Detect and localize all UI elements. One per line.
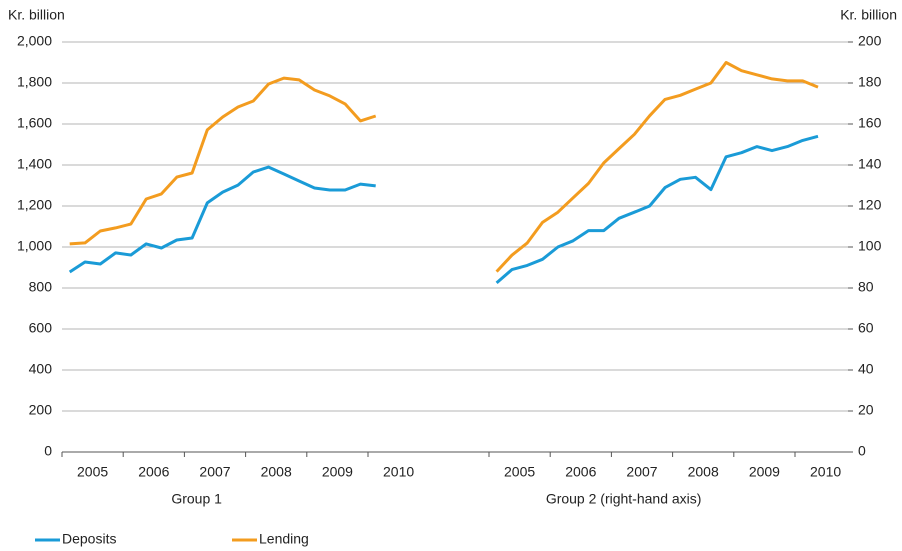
- series-line: [495, 134, 819, 285]
- y2-tick-label: 160: [858, 115, 882, 131]
- x-tick-label: 2010: [383, 464, 414, 480]
- y2-tick-label: 60: [858, 320, 874, 336]
- y2-tick-label: 200: [858, 33, 882, 49]
- y2-tick-label: 180: [858, 74, 882, 90]
- y-tick-label: 800: [29, 279, 53, 295]
- y2-axis-label: Kr. billion: [840, 7, 897, 23]
- series-line: [495, 61, 819, 273]
- y-tick-label: 200: [29, 402, 53, 418]
- y-axis-label: Kr. billion: [8, 7, 65, 23]
- x-tick-label: 2005: [77, 464, 108, 480]
- y-tick-label: 1,200: [17, 197, 52, 213]
- y-tick-label: 1,400: [17, 156, 52, 172]
- legend-label: Lending: [259, 531, 309, 547]
- y2-tick-label: 20: [858, 402, 874, 418]
- y-tick-label: 1,600: [17, 115, 52, 131]
- series-line: [69, 76, 377, 246]
- x-tick-label: 2008: [688, 464, 719, 480]
- y2-tick-label: 140: [858, 156, 882, 172]
- y2-tick-label: 0: [858, 443, 866, 459]
- y2-tick-label: 40: [858, 361, 874, 377]
- y-tick-label: 400: [29, 361, 53, 377]
- x-tick-label: 2009: [322, 464, 353, 480]
- x-tick-label: 2006: [565, 464, 596, 480]
- x-tick-label: 2008: [261, 464, 292, 480]
- y-tick-label: 2,000: [17, 33, 52, 49]
- x-tick-label: 2005: [504, 464, 535, 480]
- series-line: [68, 165, 376, 274]
- x-tick-label: 2007: [626, 464, 657, 480]
- legend-label: Deposits: [62, 531, 116, 547]
- y2-tick-label: 80: [858, 279, 874, 295]
- y-tick-label: 1,000: [17, 238, 52, 254]
- x-tick-label: 2010: [810, 464, 841, 480]
- y2-tick-label: 100: [858, 238, 882, 254]
- y-tick-label: 600: [29, 320, 53, 336]
- x-tick-label: 2007: [199, 464, 230, 480]
- group-label: Group 1: [171, 491, 222, 507]
- y2-tick-label: 120: [858, 197, 882, 213]
- y-tick-label: 0: [44, 443, 52, 459]
- x-tick-label: 2009: [749, 464, 780, 480]
- group-label: Group 2 (right-hand axis): [546, 491, 702, 507]
- x-tick-label: 2006: [138, 464, 169, 480]
- y-tick-label: 1,800: [17, 74, 52, 90]
